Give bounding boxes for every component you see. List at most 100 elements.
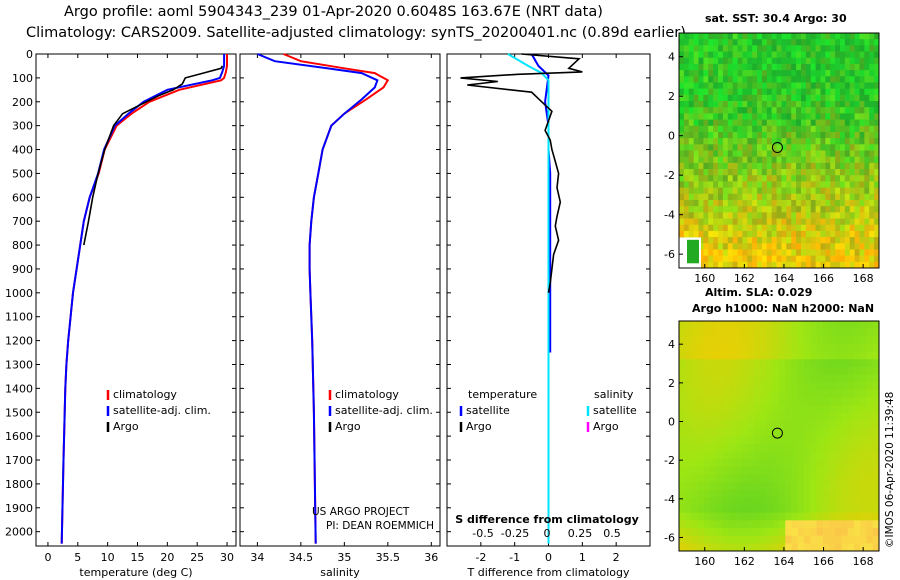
map-cell — [791, 261, 797, 269]
map-cell — [781, 206, 787, 213]
map-cell — [796, 255, 802, 263]
map-cell — [825, 255, 831, 263]
map-cell — [816, 528, 824, 537]
map-cell — [864, 144, 870, 151]
map-cell — [869, 218, 875, 226]
map-cell — [679, 528, 686, 537]
map-cell — [841, 359, 849, 368]
map-cell — [718, 39, 724, 46]
map-cell — [860, 474, 867, 483]
map-cell — [825, 261, 831, 269]
map-cell — [830, 119, 836, 127]
map-cell — [874, 119, 880, 127]
map-cell — [735, 328, 742, 337]
map-cell — [854, 336, 861, 345]
map-cell — [727, 230, 734, 238]
map-cell — [697, 344, 705, 353]
map-cell — [679, 397, 686, 406]
map-cell — [839, 255, 846, 263]
map-cell — [776, 187, 782, 195]
map-cell — [791, 224, 797, 232]
map-cell — [757, 82, 763, 90]
map-cell — [781, 45, 787, 52]
map-cell — [691, 459, 699, 468]
map-cell — [708, 51, 714, 59]
map-cell — [781, 243, 787, 250]
map-cell — [785, 390, 792, 399]
map-cell — [722, 119, 729, 127]
map-cell — [718, 150, 724, 158]
map-cell — [741, 390, 749, 399]
map-cell — [800, 249, 807, 257]
map-cell — [772, 436, 780, 445]
map-cell — [776, 45, 782, 52]
map-cell — [722, 466, 730, 475]
map-cell — [729, 336, 736, 345]
map-cell — [781, 218, 787, 226]
map-cell — [693, 131, 699, 139]
map-cell — [796, 261, 802, 269]
map-cell — [747, 150, 753, 158]
map-cell — [864, 107, 870, 114]
map-x-tick-label: 160 — [694, 555, 715, 568]
map-cell — [691, 466, 699, 475]
map-cell — [752, 243, 758, 250]
map-cell — [781, 94, 787, 102]
map-cell — [698, 224, 704, 232]
map-cell — [698, 82, 704, 90]
map-cell — [747, 367, 755, 376]
legend-0-item-0-label: climatology — [113, 388, 177, 401]
map-cell — [766, 344, 774, 353]
map-cell — [776, 63, 782, 71]
map-cell — [698, 88, 704, 96]
map-cell — [718, 261, 724, 269]
map-cell — [791, 230, 797, 238]
map-cell — [810, 328, 817, 337]
map-cell — [757, 63, 763, 71]
map-cell — [766, 187, 773, 195]
map-cell — [785, 482, 792, 491]
map-cell — [785, 374, 792, 383]
map-cell — [791, 125, 797, 133]
map-cell — [698, 57, 704, 65]
map-cell — [839, 76, 846, 83]
map-cell — [772, 344, 780, 353]
map-cell — [829, 451, 836, 460]
map-cell — [761, 33, 768, 40]
map-cell — [825, 45, 831, 52]
map-cell — [835, 125, 841, 133]
map-cell — [752, 206, 758, 213]
map-cell — [688, 169, 695, 176]
map-cell — [757, 249, 763, 257]
map-cell — [781, 150, 787, 158]
map-cell — [859, 193, 865, 201]
map-cell — [835, 413, 842, 422]
map-cell — [835, 390, 842, 399]
map-cell — [839, 131, 846, 139]
map-cell — [825, 187, 831, 195]
map-cell — [854, 218, 860, 226]
map-y-tick-label: -6 — [664, 531, 675, 544]
y-tick-label: 1600 — [5, 430, 33, 443]
map-cell — [859, 206, 865, 213]
map-cell — [786, 51, 792, 59]
map-cell — [772, 428, 780, 437]
map-cell — [772, 497, 780, 506]
map-cell — [741, 497, 749, 506]
map-cell — [747, 63, 753, 71]
map-cell — [697, 420, 705, 429]
map-cell — [752, 51, 758, 59]
map-cell — [747, 162, 753, 170]
map-cell — [713, 175, 719, 182]
map-cell — [704, 512, 711, 521]
y-tick-label: 1900 — [5, 502, 33, 515]
map-cell — [716, 321, 724, 330]
map-cell — [735, 543, 742, 552]
map-cell — [713, 212, 719, 219]
map-cell — [810, 70, 816, 77]
map-cell — [683, 70, 690, 77]
map-cell — [776, 113, 782, 120]
map-cell — [754, 344, 761, 353]
map-cell — [732, 224, 738, 232]
